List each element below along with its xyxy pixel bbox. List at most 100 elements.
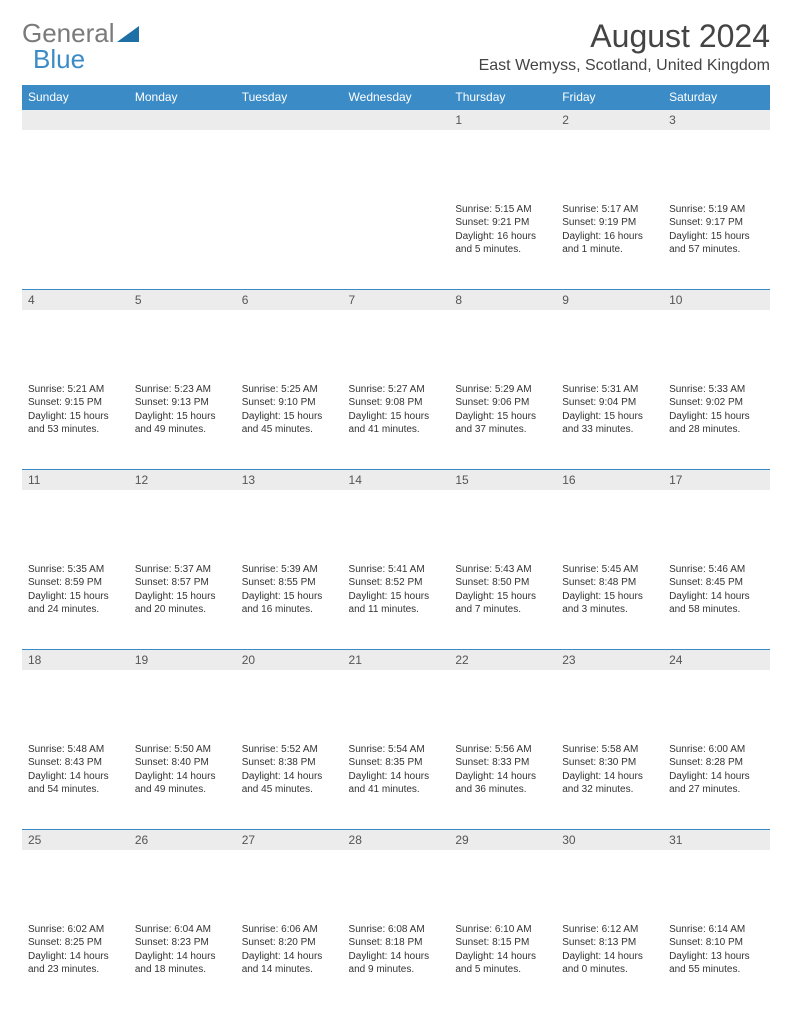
day-number xyxy=(343,110,450,130)
sunrise-text: Sunrise: 6:14 AM xyxy=(669,923,764,937)
sunset-text: Sunset: 8:50 PM xyxy=(455,576,550,590)
sunrise-text: Sunrise: 5:37 AM xyxy=(135,563,230,577)
sunrise-text: Sunrise: 6:08 AM xyxy=(349,923,444,937)
sunset-text: Sunset: 8:20 PM xyxy=(242,936,337,950)
day-cell-header: 20 xyxy=(236,650,343,740)
sunrise-text: Sunrise: 5:41 AM xyxy=(349,563,444,577)
day-cell-header: 31 xyxy=(663,830,770,920)
week-body-row: Sunrise: 6:02 AMSunset: 8:25 PM Daylight:… xyxy=(22,920,770,1010)
day-cell-header: 17 xyxy=(663,470,770,560)
sunrise-text: Sunrise: 5:27 AM xyxy=(349,383,444,397)
weekday-header: Saturday xyxy=(663,85,770,110)
day-number: 23 xyxy=(556,650,663,670)
week-body-row: Sunrise: 5:35 AMSunset: 8:59 PMDaylight:… xyxy=(22,560,770,650)
day-cell-body: Sunrise: 5:21 AMSunset: 9:15 PMDaylight:… xyxy=(22,380,129,470)
day-number: 20 xyxy=(236,650,343,670)
sunset-text: Sunset: 8:52 PM xyxy=(349,576,444,590)
day-cell-body: Sunrise: 6:14 AMSunset: 8:10 PMDaylight:… xyxy=(663,920,770,1010)
day-cell-header: 27 xyxy=(236,830,343,920)
daylight-text: Daylight: 14 hours and 41 minutes. xyxy=(349,770,444,797)
day-cell-header xyxy=(236,110,343,200)
sunrise-text: Sunrise: 5:50 AM xyxy=(135,743,230,757)
daylight-text: Daylight: 15 hours and 24 minutes. xyxy=(28,590,123,617)
sunrise-text: Sunrise: 5:48 AM xyxy=(28,743,123,757)
sunrise-text: Sunrise: 6:12 AM xyxy=(562,923,657,937)
weekday-header: Monday xyxy=(129,85,236,110)
day-cell-header: 9 xyxy=(556,290,663,380)
day-cell-header: 23 xyxy=(556,650,663,740)
sunrise-text: Sunrise: 5:52 AM xyxy=(242,743,337,757)
day-cell-body: Sunrise: 5:54 AMSunset: 8:35 PMDaylight:… xyxy=(343,740,450,830)
day-cell-header: 11 xyxy=(22,470,129,560)
day-number: 2 xyxy=(556,110,663,130)
sunset-text: Sunset: 8:35 PM xyxy=(349,756,444,770)
day-cell-body xyxy=(129,200,236,290)
daylight-text: Daylight: 14 hours and 32 minutes. xyxy=(562,770,657,797)
day-number: 9 xyxy=(556,290,663,310)
daylight-text: Daylight: 15 hours and 45 minutes. xyxy=(242,410,337,437)
sunrise-text: Sunrise: 6:02 AM xyxy=(28,923,123,937)
daylight-text: Daylight: 14 hours and 27 minutes. xyxy=(669,770,764,797)
sunset-text: Sunset: 8:13 PM xyxy=(562,936,657,950)
sunset-text: Sunset: 8:10 PM xyxy=(669,936,764,950)
daylight-text: Daylight: 14 hours and 5 minutes. xyxy=(455,950,550,977)
weekday-header-row: Sunday Monday Tuesday Wednesday Thursday… xyxy=(22,85,770,110)
daylight-text: Daylight: 16 hours and 5 minutes. xyxy=(455,230,550,257)
day-number: 31 xyxy=(663,830,770,850)
day-cell-header: 26 xyxy=(129,830,236,920)
sunset-text: Sunset: 9:10 PM xyxy=(242,396,337,410)
week-body-row: Sunrise: 5:15 AMSunset: 9:21 PMDaylight:… xyxy=(22,200,770,290)
daylight-text: Daylight: 15 hours and 7 minutes. xyxy=(455,590,550,617)
day-cell-header: 25 xyxy=(22,830,129,920)
day-cell-body: Sunrise: 6:06 AMSunset: 8:20 PMDaylight:… xyxy=(236,920,343,1010)
day-cell-body: Sunrise: 5:33 AMSunset: 9:02 PMDaylight:… xyxy=(663,380,770,470)
sunset-text: Sunset: 8:55 PM xyxy=(242,576,337,590)
daylight-text: Daylight: 14 hours and 14 minutes. xyxy=(242,950,337,977)
calendar-table: Sunday Monday Tuesday Wednesday Thursday… xyxy=(22,85,770,1010)
logo-triangle-icon xyxy=(117,26,139,42)
sunrise-text: Sunrise: 5:23 AM xyxy=(135,383,230,397)
day-cell-header: 16 xyxy=(556,470,663,560)
sunset-text: Sunset: 8:18 PM xyxy=(349,936,444,950)
day-number: 7 xyxy=(343,290,450,310)
sunset-text: Sunset: 8:15 PM xyxy=(455,936,550,950)
day-cell-body: Sunrise: 5:37 AMSunset: 8:57 PMDaylight:… xyxy=(129,560,236,650)
sunrise-text: Sunrise: 5:45 AM xyxy=(562,563,657,577)
sunrise-text: Sunrise: 5:21 AM xyxy=(28,383,123,397)
sunset-text: Sunset: 9:04 PM xyxy=(562,396,657,410)
day-number: 25 xyxy=(22,830,129,850)
day-cell-header: 18 xyxy=(22,650,129,740)
week-number-row: 18192021222324 xyxy=(22,650,770,740)
day-cell-header: 8 xyxy=(449,290,556,380)
day-cell-body: Sunrise: 5:46 AMSunset: 8:45 PMDaylight:… xyxy=(663,560,770,650)
day-cell-body xyxy=(343,200,450,290)
sunset-text: Sunset: 9:13 PM xyxy=(135,396,230,410)
day-cell-header: 22 xyxy=(449,650,556,740)
day-number: 14 xyxy=(343,470,450,490)
day-cell-header xyxy=(22,110,129,200)
day-number: 16 xyxy=(556,470,663,490)
sunrise-text: Sunrise: 6:06 AM xyxy=(242,923,337,937)
day-cell-body: Sunrise: 6:08 AMSunset: 8:18 PMDaylight:… xyxy=(343,920,450,1010)
day-cell-body: Sunrise: 5:23 AMSunset: 9:13 PMDaylight:… xyxy=(129,380,236,470)
day-cell-body: Sunrise: 5:43 AMSunset: 8:50 PMDaylight:… xyxy=(449,560,556,650)
day-cell-body: Sunrise: 6:00 AMSunset: 8:28 PMDaylight:… xyxy=(663,740,770,830)
day-number: 22 xyxy=(449,650,556,670)
day-cell-body: Sunrise: 5:58 AMSunset: 8:30 PMDaylight:… xyxy=(556,740,663,830)
sunset-text: Sunset: 8:30 PM xyxy=(562,756,657,770)
sunrise-text: Sunrise: 6:00 AM xyxy=(669,743,764,757)
day-cell-header: 3 xyxy=(663,110,770,200)
daylight-text: Daylight: 14 hours and 18 minutes. xyxy=(135,950,230,977)
week-number-row: 25262728293031 xyxy=(22,830,770,920)
day-cell-header: 19 xyxy=(129,650,236,740)
sunset-text: Sunset: 8:25 PM xyxy=(28,936,123,950)
sunset-text: Sunset: 9:08 PM xyxy=(349,396,444,410)
day-cell-body: Sunrise: 5:45 AMSunset: 8:48 PMDaylight:… xyxy=(556,560,663,650)
daylight-text: Daylight: 15 hours and 16 minutes. xyxy=(242,590,337,617)
sunset-text: Sunset: 9:19 PM xyxy=(562,216,657,230)
day-number: 6 xyxy=(236,290,343,310)
day-cell-header: 15 xyxy=(449,470,556,560)
sunset-text: Sunset: 9:06 PM xyxy=(455,396,550,410)
day-number: 13 xyxy=(236,470,343,490)
sunrise-text: Sunrise: 5:17 AM xyxy=(562,203,657,217)
